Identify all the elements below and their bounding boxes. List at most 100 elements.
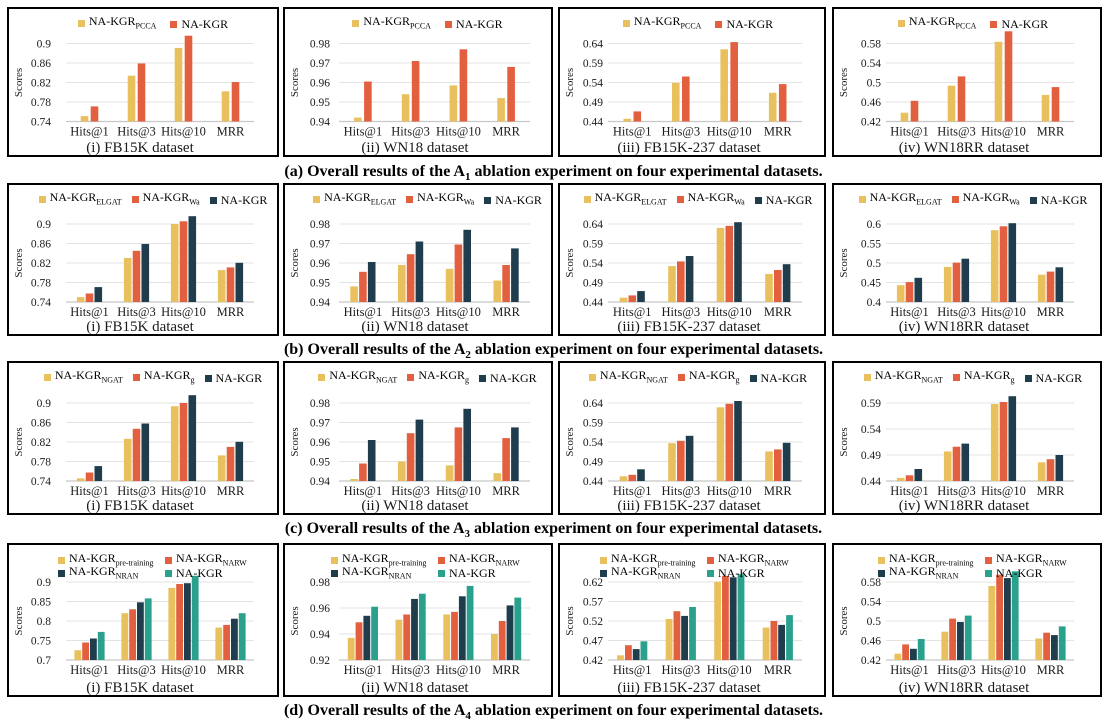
svg-text:0.94: 0.94 bbox=[310, 297, 330, 309]
svg-text:0.74: 0.74 bbox=[31, 476, 51, 488]
svg-text:MRR: MRR bbox=[492, 125, 520, 139]
svg-text:(iii) FB15K-237 dataset: (iii) FB15K-237 dataset bbox=[617, 680, 761, 696]
svg-text:0.94: 0.94 bbox=[310, 476, 330, 488]
svg-text:Scores: Scores bbox=[838, 427, 850, 456]
svg-text:0.95: 0.95 bbox=[310, 277, 330, 289]
svg-text:0.49: 0.49 bbox=[583, 456, 603, 468]
svg-text:Hits@10: Hits@10 bbox=[981, 305, 1026, 319]
svg-text:Hits@3: Hits@3 bbox=[391, 663, 430, 677]
svg-text:0.42: 0.42 bbox=[861, 116, 881, 128]
svg-text:Hits@10: Hits@10 bbox=[161, 484, 206, 498]
svg-text:Scores: Scores bbox=[564, 68, 576, 97]
svg-text:0.86: 0.86 bbox=[31, 58, 51, 70]
svg-text:(iii) FB15K-237 dataset: (iii) FB15K-237 dataset bbox=[617, 319, 761, 335]
svg-text:Hits@3: Hits@3 bbox=[661, 305, 700, 319]
svg-text:Hits@3: Hits@3 bbox=[391, 305, 430, 319]
svg-text:0.45: 0.45 bbox=[861, 277, 881, 289]
svg-text:0.44: 0.44 bbox=[583, 476, 603, 488]
svg-text:MRR: MRR bbox=[492, 663, 520, 677]
svg-text:(iii) FB15K-237 dataset: (iii) FB15K-237 dataset bbox=[617, 498, 761, 514]
svg-text:0.59: 0.59 bbox=[583, 58, 603, 70]
svg-text:Scores: Scores bbox=[13, 248, 25, 277]
svg-text:0.78: 0.78 bbox=[31, 97, 51, 109]
svg-text:0.58: 0.58 bbox=[861, 38, 881, 50]
svg-text:Hits@3: Hits@3 bbox=[117, 484, 156, 498]
svg-text:Scores: Scores bbox=[13, 427, 25, 456]
svg-text:0.64: 0.64 bbox=[583, 219, 603, 231]
svg-text:0.86: 0.86 bbox=[31, 417, 51, 429]
svg-text:(i) FB15K dataset: (i) FB15K dataset bbox=[86, 319, 194, 335]
svg-text:Hits@1: Hits@1 bbox=[613, 484, 652, 498]
svg-text:Scores: Scores bbox=[13, 606, 25, 635]
svg-text:0.9: 0.9 bbox=[37, 38, 52, 50]
svg-text:MRR: MRR bbox=[764, 125, 792, 139]
svg-text:Hits@3: Hits@3 bbox=[391, 484, 430, 498]
svg-text:(iii) FB15K-237 dataset: (iii) FB15K-237 dataset bbox=[617, 140, 761, 156]
svg-text:Hits@1: Hits@1 bbox=[344, 305, 383, 319]
svg-text:(ii) WN18 dataset: (ii) WN18 dataset bbox=[361, 319, 469, 335]
svg-text:Hits@10: Hits@10 bbox=[981, 484, 1026, 498]
svg-text:Hits@3: Hits@3 bbox=[937, 663, 976, 677]
svg-text:0.96: 0.96 bbox=[310, 437, 330, 449]
svg-text:0.94: 0.94 bbox=[310, 629, 330, 641]
svg-text:0.46: 0.46 bbox=[861, 635, 881, 647]
svg-text:MRR: MRR bbox=[217, 125, 245, 139]
svg-text:0.54: 0.54 bbox=[583, 77, 603, 89]
svg-text:Hits@3: Hits@3 bbox=[937, 125, 976, 139]
svg-text:0.82: 0.82 bbox=[31, 258, 51, 270]
svg-text:0.4: 0.4 bbox=[867, 297, 882, 309]
svg-text:0.44: 0.44 bbox=[861, 476, 881, 488]
svg-text:0.54: 0.54 bbox=[583, 437, 603, 449]
svg-text:Hits@3: Hits@3 bbox=[937, 484, 976, 498]
svg-text:0.46: 0.46 bbox=[861, 97, 881, 109]
svg-text:0.96: 0.96 bbox=[310, 258, 330, 270]
svg-text:Hits@10: Hits@10 bbox=[981, 125, 1026, 139]
svg-text:0.96: 0.96 bbox=[310, 603, 330, 615]
svg-text:0.64: 0.64 bbox=[583, 398, 603, 410]
svg-text:Hits@3: Hits@3 bbox=[661, 484, 700, 498]
svg-text:0.49: 0.49 bbox=[583, 277, 603, 289]
svg-text:0.64: 0.64 bbox=[583, 38, 603, 50]
svg-text:Hits@10: Hits@10 bbox=[707, 125, 752, 139]
svg-text:MRR: MRR bbox=[1037, 305, 1065, 319]
svg-text:Hits@1: Hits@1 bbox=[70, 663, 109, 677]
svg-text:(ii) WN18 dataset: (ii) WN18 dataset bbox=[361, 498, 469, 514]
svg-text:0.54: 0.54 bbox=[861, 596, 881, 608]
svg-text:(iv) WN18RR dataset: (iv) WN18RR dataset bbox=[899, 319, 1030, 335]
svg-text:0.44: 0.44 bbox=[583, 116, 603, 128]
svg-text:0.58: 0.58 bbox=[861, 577, 881, 589]
svg-text:0.97: 0.97 bbox=[310, 238, 330, 250]
svg-text:Scores: Scores bbox=[289, 68, 301, 97]
svg-text:Hits@1: Hits@1 bbox=[344, 663, 383, 677]
svg-text:0.54: 0.54 bbox=[583, 258, 603, 270]
svg-text:Hits@1: Hits@1 bbox=[890, 125, 929, 139]
svg-text:(i) FB15K dataset: (i) FB15K dataset bbox=[86, 498, 194, 514]
svg-text:0.5: 0.5 bbox=[867, 258, 882, 270]
svg-text:(iv) WN18RR dataset: (iv) WN18RR dataset bbox=[899, 140, 1030, 156]
svg-text:0.97: 0.97 bbox=[310, 417, 330, 429]
svg-text:Hits@3: Hits@3 bbox=[391, 125, 430, 139]
svg-text:0.78: 0.78 bbox=[31, 277, 51, 289]
svg-text:0.98: 0.98 bbox=[310, 577, 330, 589]
svg-text:0.59: 0.59 bbox=[861, 398, 881, 410]
svg-text:0.92: 0.92 bbox=[310, 655, 330, 667]
svg-text:0.5: 0.5 bbox=[867, 77, 882, 89]
svg-text:0.44: 0.44 bbox=[583, 297, 603, 309]
svg-text:0.75: 0.75 bbox=[31, 635, 51, 647]
svg-text:Hits@1: Hits@1 bbox=[70, 305, 109, 319]
svg-text:Scores: Scores bbox=[838, 68, 850, 97]
svg-text:0.47: 0.47 bbox=[583, 635, 603, 647]
svg-text:0.7: 0.7 bbox=[37, 655, 52, 667]
svg-text:Hits@10: Hits@10 bbox=[707, 663, 752, 677]
svg-text:(iv) WN18RR dataset: (iv) WN18RR dataset bbox=[899, 680, 1030, 696]
svg-text:Hits@10: Hits@10 bbox=[436, 125, 481, 139]
svg-text:MRR: MRR bbox=[217, 484, 245, 498]
svg-text:0.49: 0.49 bbox=[583, 97, 603, 109]
svg-text:Hits@10: Hits@10 bbox=[707, 484, 752, 498]
svg-text:0.94: 0.94 bbox=[310, 116, 330, 128]
svg-text:0.54: 0.54 bbox=[861, 58, 881, 70]
svg-text:0.78: 0.78 bbox=[31, 456, 51, 468]
svg-text:0.59: 0.59 bbox=[583, 417, 603, 429]
svg-text:0.6: 0.6 bbox=[867, 219, 882, 231]
svg-text:0.97: 0.97 bbox=[310, 58, 330, 70]
